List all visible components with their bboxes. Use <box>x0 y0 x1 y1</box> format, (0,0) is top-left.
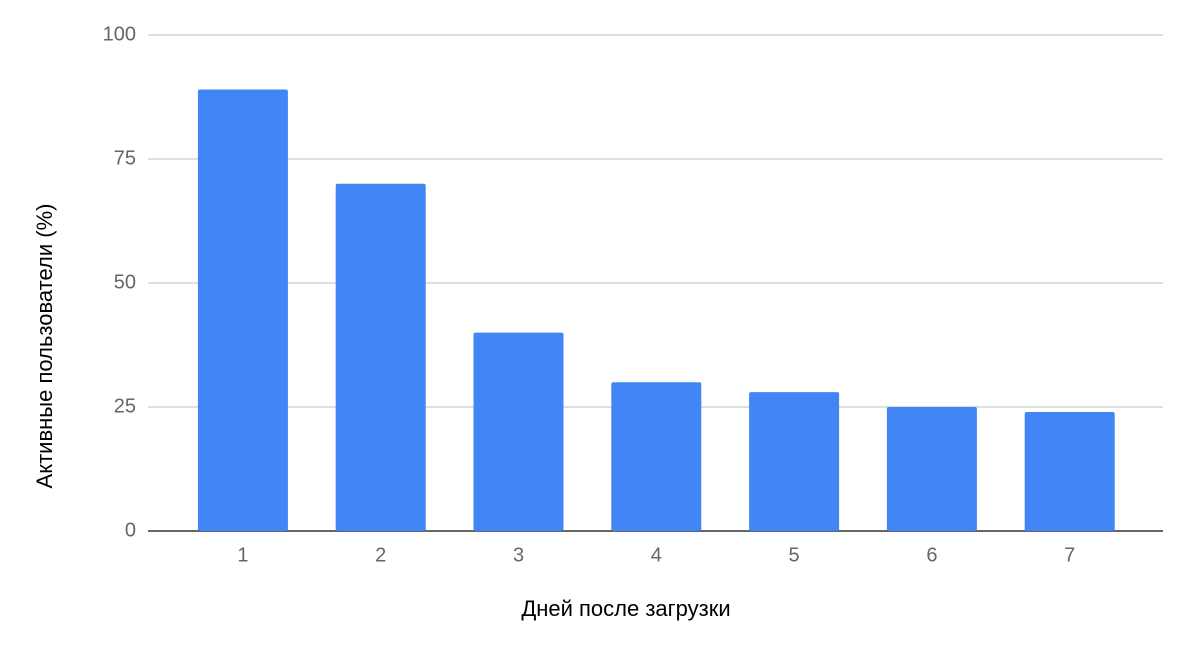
x-tick-label: 1 <box>237 544 248 566</box>
x-axis-title: Дней после загрузки <box>521 596 730 621</box>
y-tick-label: 50 <box>114 271 136 293</box>
y-tick-label: 25 <box>114 395 136 417</box>
y-tick-label: 75 <box>114 147 136 169</box>
bar <box>1024 411 1115 531</box>
x-tick-label: 3 <box>513 544 524 566</box>
bar <box>197 89 288 531</box>
y-tick-label: 100 <box>103 23 136 45</box>
x-tick-label: 6 <box>926 544 937 566</box>
x-tick-label: 2 <box>375 544 386 566</box>
bar <box>473 332 564 531</box>
bar <box>611 382 702 531</box>
x-tick-label: 4 <box>651 544 662 566</box>
x-tick-label: 5 <box>789 544 800 566</box>
y-tick-label: 0 <box>125 519 136 541</box>
x-tick-label: 7 <box>1064 544 1075 566</box>
y-axis-title: Активные пользователи (%) <box>32 204 57 489</box>
bar <box>749 392 840 531</box>
bar <box>335 183 426 532</box>
bar <box>886 407 977 531</box>
